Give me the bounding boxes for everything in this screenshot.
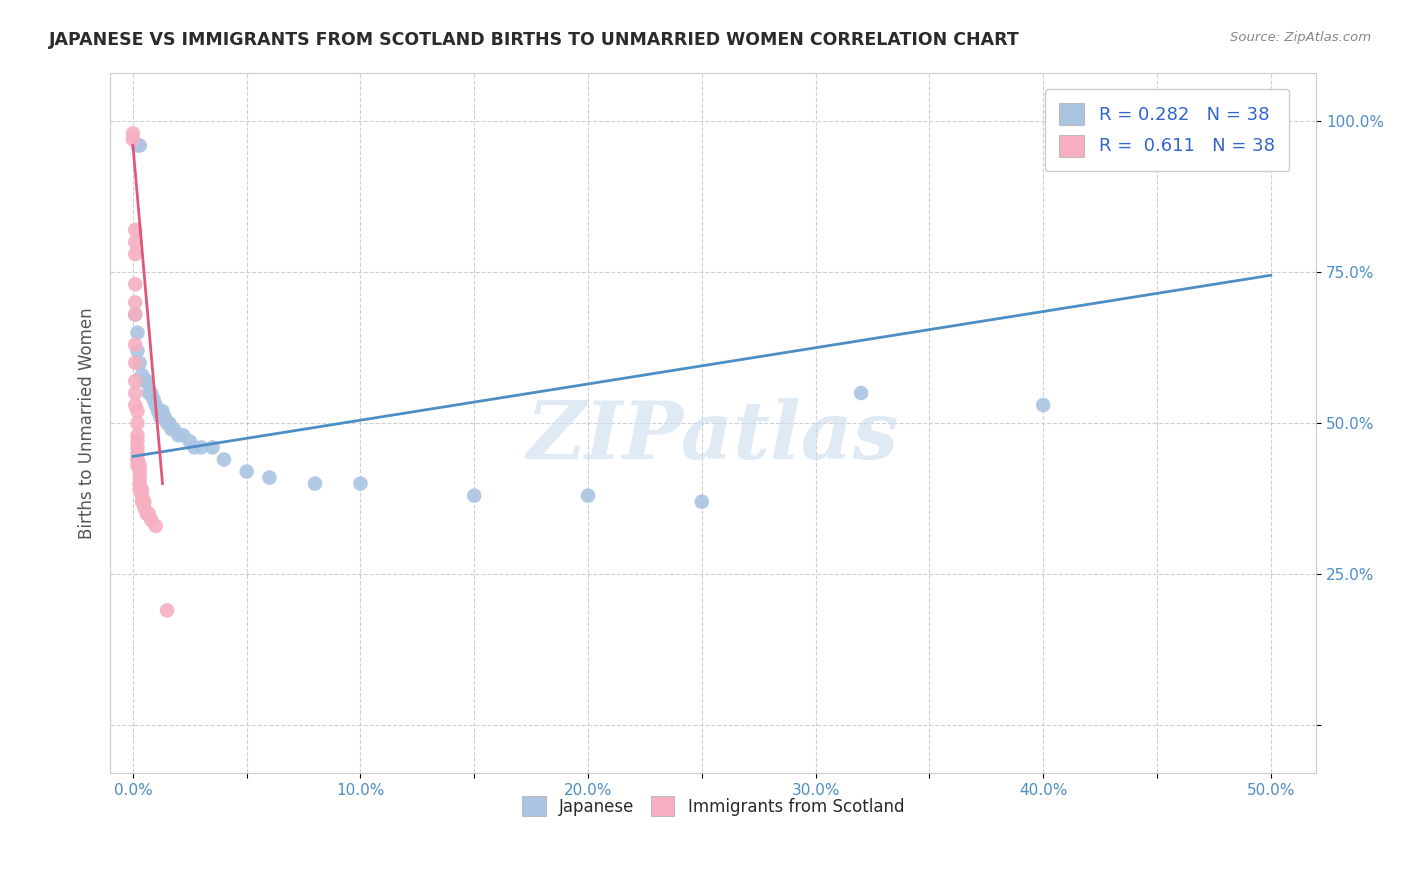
- Point: [235, 465, 257, 479]
- Point: [163, 422, 186, 436]
- Point: [127, 441, 149, 455]
- Point: [127, 404, 149, 418]
- Point: [122, 132, 145, 146]
- Point: [124, 337, 146, 351]
- Point: [134, 500, 156, 515]
- Point: [124, 398, 146, 412]
- Point: [128, 476, 150, 491]
- Point: [128, 476, 150, 491]
- Point: [172, 428, 194, 442]
- Point: [131, 368, 153, 382]
- Point: [145, 519, 167, 533]
- Point: [145, 398, 167, 412]
- Point: [156, 603, 179, 617]
- Point: [127, 452, 149, 467]
- Point: [183, 441, 205, 455]
- Point: [135, 374, 157, 388]
- Point: [127, 416, 149, 430]
- Point: [127, 428, 149, 442]
- Point: [849, 386, 872, 401]
- Point: [128, 483, 150, 497]
- Point: [138, 386, 160, 401]
- Point: [124, 386, 146, 401]
- Point: [138, 507, 160, 521]
- Text: JAPANESE VS IMMIGRANTS FROM SCOTLAND BIRTHS TO UNMARRIED WOMEN CORRELATION CHART: JAPANESE VS IMMIGRANTS FROM SCOTLAND BIR…: [49, 31, 1019, 49]
- Point: [134, 494, 156, 508]
- Point: [128, 470, 150, 484]
- Point: [134, 374, 156, 388]
- Point: [152, 404, 174, 418]
- Point: [128, 138, 150, 153]
- Point: [127, 452, 149, 467]
- Point: [127, 434, 149, 449]
- Point: [124, 374, 146, 388]
- Point: [1032, 398, 1054, 412]
- Text: Source: ZipAtlas.com: Source: ZipAtlas.com: [1230, 31, 1371, 45]
- Point: [124, 247, 146, 261]
- Point: [1213, 127, 1236, 141]
- Point: [149, 410, 172, 425]
- Point: [128, 465, 150, 479]
- Point: [124, 277, 146, 292]
- Point: [122, 127, 145, 141]
- Point: [212, 452, 235, 467]
- Point: [157, 416, 180, 430]
- Point: [124, 235, 146, 249]
- Point: [124, 308, 146, 322]
- Point: [153, 410, 176, 425]
- Point: [139, 386, 162, 401]
- Point: [131, 489, 153, 503]
- Point: [167, 428, 190, 442]
- Point: [127, 458, 149, 473]
- Point: [128, 356, 150, 370]
- Text: ZIPatlas: ZIPatlas: [527, 399, 900, 476]
- Point: [349, 476, 371, 491]
- Point: [135, 507, 157, 521]
- Point: [124, 295, 146, 310]
- Point: [131, 483, 153, 497]
- Point: [304, 476, 326, 491]
- Point: [690, 494, 713, 508]
- Point: [127, 446, 149, 460]
- Point: [156, 416, 179, 430]
- Point: [146, 404, 169, 418]
- Legend: Japanese, Immigrants from Scotland: Japanese, Immigrants from Scotland: [515, 788, 912, 824]
- Point: [124, 223, 146, 237]
- Point: [131, 494, 153, 508]
- Point: [124, 356, 146, 370]
- Point: [179, 434, 201, 449]
- Point: [127, 343, 149, 358]
- Point: [576, 489, 599, 503]
- Point: [201, 441, 224, 455]
- Point: [139, 513, 162, 527]
- Point: [142, 392, 165, 406]
- Y-axis label: Births to Unmarried Women: Births to Unmarried Women: [79, 308, 96, 539]
- Point: [160, 422, 183, 436]
- Point: [128, 458, 150, 473]
- Point: [190, 441, 212, 455]
- Point: [127, 138, 149, 153]
- Point: [463, 489, 485, 503]
- Point: [259, 470, 281, 484]
- Point: [124, 308, 146, 322]
- Point: [127, 326, 149, 340]
